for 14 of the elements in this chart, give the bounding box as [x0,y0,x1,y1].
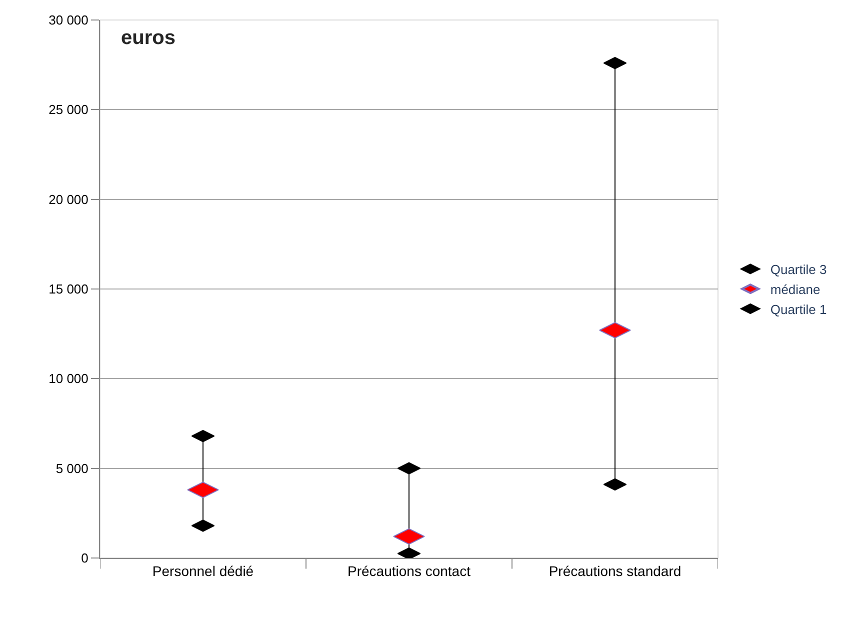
y-tick-label: 30 000 [48,12,88,28]
y-tick-label: 15 000 [48,282,88,297]
x-tick-label: Précautions contact [348,562,471,579]
legend-label: Quartile 1 [770,302,827,317]
y-tick-label: 0 [81,550,88,566]
y-tick-label: 10 000 [48,371,88,386]
x-tick-label: Précautions standard [548,562,682,579]
x-tick-label: Personnel dédié [152,562,254,579]
y-tick-label: 20 000 [48,192,88,207]
y-axis-title: euros [121,27,176,49]
y-tick-label: 25 000 [48,102,88,118]
y-tick-label: 5 000 [56,460,88,476]
legend-label: Quartile 3 [770,262,827,278]
legend-label: médiane [770,282,820,297]
